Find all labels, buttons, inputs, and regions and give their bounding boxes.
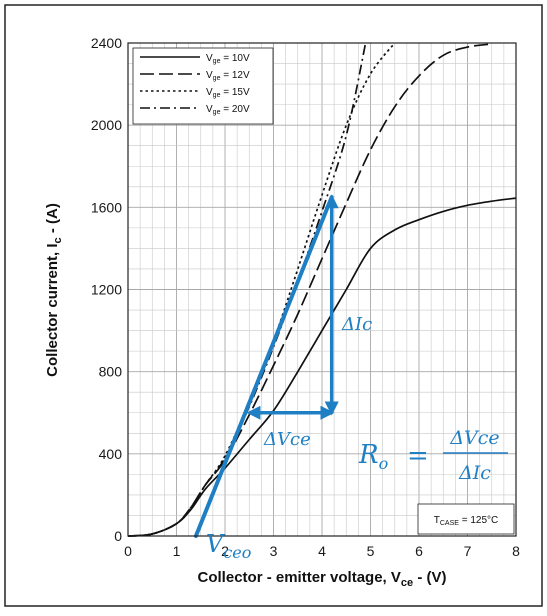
- x-tick-label: 4: [318, 543, 326, 559]
- vceo-label: Vceo: [206, 530, 251, 562]
- x-tick-label: 8: [512, 543, 520, 559]
- x-tick-label: 6: [415, 543, 423, 559]
- series-line-1: [127, 197, 517, 537]
- y-tick-label: 800: [99, 364, 123, 380]
- legend: Vge = 10V Vge = 12V Vge = 15V Vge = 20V: [132, 47, 274, 125]
- y-tick-label: 400: [99, 446, 123, 462]
- delta-ic-label: ΔIc: [341, 314, 372, 335]
- y-tick-label: 1600: [91, 199, 122, 215]
- ro-equals: =: [407, 441, 429, 471]
- legend-label-1: Vge = 10V: [206, 53, 250, 65]
- case-temperature-box: TCASE = 125°C: [417, 503, 515, 535]
- ro-denominator: ΔIc: [458, 462, 491, 484]
- output-resistance-formula: Ro = ΔVce ΔIc: [358, 427, 508, 484]
- delta-vce-label: ΔVce: [263, 429, 311, 450]
- x-tick-label: 0: [124, 543, 132, 559]
- y-tick-label: 0: [114, 528, 122, 544]
- legend-box: [132, 47, 274, 125]
- y-tick-label: 1200: [91, 282, 122, 298]
- legend-items: Vge = 10V Vge = 12V Vge = 15V Vge = 20V: [140, 53, 250, 116]
- annotation-lines: [193, 194, 339, 538]
- y-axis-label: Collector current, Ic - (A): [44, 203, 64, 377]
- y-tick-label: 2000: [91, 117, 122, 133]
- x-tick-labels: 0 1 2 3 4 5 6 7 8: [124, 543, 520, 559]
- x-tick-label: 1: [173, 543, 181, 559]
- ro-lhs: Ro: [358, 440, 388, 473]
- x-tick-label: 5: [367, 543, 375, 559]
- y-tick-label: 2400: [91, 35, 122, 51]
- legend-label-3: Vge = 15V: [206, 87, 250, 99]
- x-tick-label: 2: [221, 543, 229, 559]
- ro-numerator: ΔVce: [449, 427, 499, 449]
- case-temperature-label: TCASE = 125°C: [434, 515, 498, 527]
- tangent-line: [193, 195, 334, 538]
- x-tick-label: 3: [270, 543, 278, 559]
- x-tick-label: 7: [464, 543, 472, 559]
- legend-label-2: Vge = 12V: [206, 70, 250, 82]
- x-axis-label: Collector - emitter voltage, Vce - (V): [198, 569, 447, 589]
- plot-area-border: [127, 42, 517, 537]
- y-tick-labels: 0 400 800 1200 1600 2000 2400: [91, 35, 122, 544]
- legend-label-4: Vge = 20V: [206, 104, 250, 116]
